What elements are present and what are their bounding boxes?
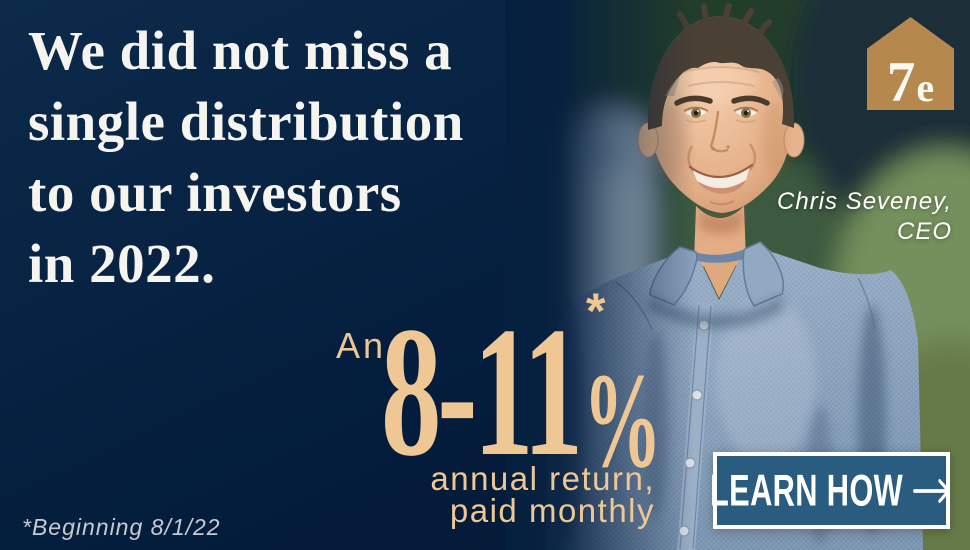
headline-line-2: single distribution	[28, 91, 464, 152]
logo-letter: e	[916, 65, 935, 110]
attribution-title: CEO	[896, 218, 952, 245]
footnote: *Beginning 8/1/22	[22, 514, 221, 540]
rate-asterisk: *	[586, 283, 606, 339]
attribution: Chris Seveney, CEO	[777, 187, 952, 247]
attribution-name: Chris Seveney,	[777, 188, 952, 215]
rate-value: 8-11	[381, 289, 583, 495]
rate-subtext: annual return, paid monthly	[350, 460, 655, 529]
headline-line-3: to our investors	[28, 162, 402, 223]
logo-numeral: 7	[886, 51, 916, 114]
rate-subtext-line-1: annual return,	[430, 460, 655, 497]
rate-prefix: An	[336, 325, 387, 366]
learn-how-label: LEARN HOW	[710, 465, 904, 515]
rate-percent-sign: %	[583, 346, 662, 496]
rate-subtext-line-2: paid monthly	[449, 492, 655, 529]
headline-line-1: We did not miss a	[28, 20, 453, 81]
learn-how-button[interactable]: LEARN HOW	[710, 452, 950, 529]
headline-line-4: in 2022.	[28, 233, 216, 294]
arrow-right-icon	[913, 478, 950, 503]
headline: We did not miss a single distribution to…	[28, 15, 464, 299]
